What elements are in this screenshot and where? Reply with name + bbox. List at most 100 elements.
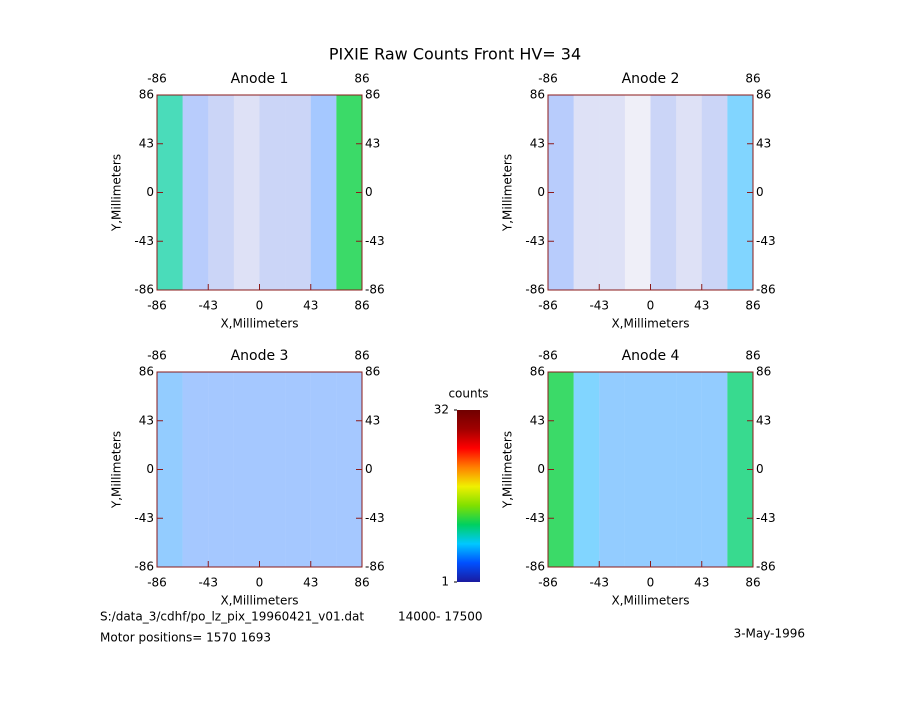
y-tick-label: -43 [525,511,545,525]
density-cell [650,95,677,290]
y-tick-label: -43 [134,234,154,248]
y-tick-label: 43 [530,413,545,427]
x-tick-label: 86 [354,576,369,590]
panel-title: Anode 3 [231,348,289,364]
x-tick-label: 0 [647,299,655,313]
y-tick-label-right: 86 [756,88,771,102]
density-cell [259,372,286,567]
density-cell [233,372,260,567]
y-tick-label-right: 43 [365,136,380,150]
y-tick-label-right: 0 [365,185,373,199]
y-tick-label: 0 [146,185,154,199]
density-cell [310,372,337,567]
y-tick-label: -86 [134,283,154,297]
density-cell [182,95,209,290]
density-cell [624,372,651,567]
y-tick-label-right: 43 [756,413,771,427]
figure-title: PIXIE Raw Counts Front HV= 34 [329,45,581,64]
x-axis-label: X,Millimeters [611,317,689,331]
x-axis-label: X,Millimeters [220,317,298,331]
y-tick-label: 86 [530,365,545,379]
y-tick-label: -86 [134,560,154,574]
y-tick-label-right: 0 [365,462,373,476]
x-tick-label: 0 [256,299,264,313]
x-tick-label: 86 [745,299,760,313]
top-tick-label: -86 [538,72,558,86]
footer-motor: Motor positions= 1570 1693 [100,631,271,645]
density-cell [624,95,651,290]
top-tick-label: 86 [354,349,369,363]
x-tick-label: -43 [589,299,609,313]
y-tick-label-right: -86 [365,560,385,574]
y-axis-label: Y,Millimeters [110,431,124,509]
density-cell [650,372,677,567]
density-cell [310,95,337,290]
x-axis-label: X,Millimeters [220,594,298,608]
top-tick-label: 86 [745,349,760,363]
x-tick-label: -43 [198,576,218,590]
y-tick-label-right: -86 [756,560,776,574]
density-cell [599,95,625,290]
top-tick-label: 86 [745,72,760,86]
x-tick-label: 43 [694,299,709,313]
top-tick-label: -86 [147,72,167,86]
density-cell [285,372,311,567]
x-tick-label: 0 [647,576,655,590]
x-tick-label: -86 [147,299,167,313]
y-tick-label: -86 [525,283,545,297]
x-tick-label: -86 [538,576,558,590]
density-cell [285,95,311,290]
density-cell [573,372,600,567]
y-tick-label-right: -43 [365,234,385,248]
footer-date: 3-May-1996 [734,627,805,641]
colorbar-tick-label: 32 [434,403,449,417]
y-tick-label-right: 0 [756,462,764,476]
x-tick-label: 43 [303,576,318,590]
x-tick-label: -86 [147,576,167,590]
colorbar-tick-label: 1 [441,575,449,589]
density-cell [182,372,209,567]
density-cell [676,372,702,567]
footer-file: S:/data_3/cdhf/po_lz_pix_19960421_v01.da… [100,610,364,624]
density-cell [233,95,260,290]
y-tick-label: 43 [530,136,545,150]
y-tick-label-right: -43 [365,511,385,525]
x-tick-label: 43 [694,576,709,590]
x-axis-label: X,Millimeters [611,594,689,608]
y-tick-label: 43 [139,413,154,427]
panel-title: Anode 2 [622,71,680,87]
x-tick-label: -43 [198,299,218,313]
y-axis-label: Y,Millimeters [110,154,124,232]
x-tick-label: 0 [256,576,264,590]
y-tick-label: 86 [139,88,154,102]
y-tick-label-right: -86 [756,283,776,297]
colorbar [457,410,480,582]
x-tick-label: 43 [303,299,318,313]
top-tick-label: -86 [538,349,558,363]
y-tick-label: 0 [537,185,545,199]
y-tick-label: -43 [134,511,154,525]
y-tick-label: -86 [525,560,545,574]
y-tick-label: -43 [525,234,545,248]
y-tick-label: 0 [146,462,154,476]
density-cell [208,372,234,567]
y-axis-label: Y,Millimeters [501,431,515,509]
panel-title: Anode 4 [622,348,680,364]
y-tick-label-right: 43 [365,413,380,427]
y-tick-label: 0 [537,462,545,476]
y-tick-label-right: 0 [756,185,764,199]
density-cell [259,95,286,290]
y-tick-label-right: 86 [756,365,771,379]
y-tick-label: 86 [530,88,545,102]
density-cell [208,95,234,290]
colorbar-label: counts [448,387,488,401]
y-tick-label-right: -43 [756,234,776,248]
x-tick-label: 86 [354,299,369,313]
x-tick-label: -86 [538,299,558,313]
density-cell [701,372,728,567]
density-cell [599,372,625,567]
density-cell [676,95,702,290]
y-axis-label: Y,Millimeters [501,154,515,232]
y-tick-label: 86 [139,365,154,379]
